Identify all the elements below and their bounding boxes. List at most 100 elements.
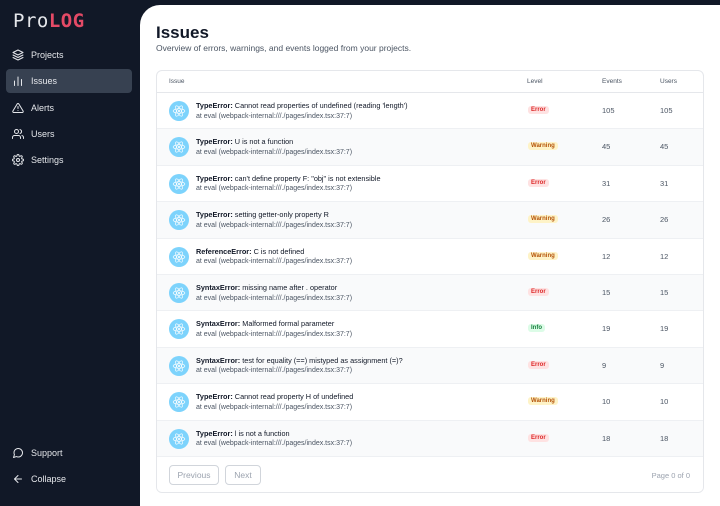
error-type: TypeError: bbox=[196, 101, 233, 110]
react-icon bbox=[169, 137, 189, 158]
error-text: U is not a function bbox=[234, 137, 294, 147]
users-count: 18 bbox=[660, 433, 669, 443]
alert-triangle-icon bbox=[12, 102, 24, 113]
table-row[interactable]: TypeError: Cannot read property H of und… bbox=[157, 384, 703, 421]
sidebar-bottom-nav: Support Collapse bbox=[6, 441, 132, 494]
table-row[interactable]: TypeError: can't define property F: "obj… bbox=[157, 166, 703, 203]
error-text: Malformed formal parameter bbox=[242, 319, 335, 329]
issue-location: at eval (webpack-internal:///./pages/ind… bbox=[196, 330, 353, 338]
events-count: 15 bbox=[602, 288, 611, 297]
react-icon bbox=[169, 355, 189, 376]
error-type: TypeError: bbox=[196, 392, 233, 402]
error-text: Cannot read properties of undefined (rea… bbox=[234, 101, 408, 110]
table-row[interactable]: TypeError: Cannot read properties of und… bbox=[157, 93, 703, 130]
issue-location: at eval (webpack-internal:///./pages/ind… bbox=[196, 148, 353, 156]
react-icon bbox=[169, 101, 189, 121]
issue-location: at eval (webpack-internal:///./pages/ind… bbox=[196, 403, 353, 411]
issue-location: at eval (webpack-internal:///./pages/ind… bbox=[196, 185, 353, 193]
sidebar-item-label: Settings bbox=[31, 155, 64, 166]
prolog-logo[interactable]: ProLOG bbox=[13, 10, 85, 34]
bar-chart-icon bbox=[14, 76, 22, 87]
page-subtitle: Overview of errors, warnings, and events… bbox=[156, 43, 412, 53]
error-type: SyntaxError: bbox=[196, 319, 241, 329]
table-row[interactable]: SyntaxError: Malformed formal parameter a… bbox=[157, 311, 703, 348]
react-icon bbox=[169, 392, 189, 413]
sidebar-item-label: Users bbox=[31, 128, 55, 139]
table-row[interactable]: SyntaxError: missing name after . operat… bbox=[157, 275, 703, 312]
page-title: Issues bbox=[156, 23, 209, 42]
events-count: 45 bbox=[602, 142, 611, 152]
page-info: Page 0 of 0 bbox=[651, 471, 690, 480]
table-row[interactable]: TypeError: l is not a function at eval (w… bbox=[157, 420, 703, 457]
error-text: Cannot read property H of undefined bbox=[234, 392, 354, 402]
support-button[interactable]: Support bbox=[6, 441, 132, 465]
main-panel: Issues Overview of errors, warnings, and… bbox=[140, 5, 720, 506]
error-text: test for equality (==) mistyped as assig… bbox=[242, 355, 403, 365]
collapse-button[interactable]: Collapse bbox=[6, 467, 132, 491]
issue-location: at eval (webpack-internal:///./pages/ind… bbox=[196, 221, 353, 229]
error-type: SyntaxError: bbox=[196, 355, 241, 365]
next-button[interactable]: Next bbox=[225, 465, 261, 485]
sidebar-item-alerts[interactable]: Alerts bbox=[6, 96, 132, 120]
sidebar-item-users[interactable]: Users bbox=[6, 122, 132, 146]
react-icon bbox=[169, 283, 189, 303]
users-count: 105 bbox=[660, 106, 673, 115]
error-type: TypeError: bbox=[196, 428, 233, 438]
table-row[interactable]: ReferenceError: C is not defined at eval … bbox=[157, 239, 703, 275]
pagination: Previous Next Page 0 of 0 bbox=[157, 457, 703, 492]
column-header-level: Level bbox=[527, 78, 543, 85]
level-badge: Error bbox=[528, 433, 549, 442]
gear-icon bbox=[12, 154, 24, 167]
table-row[interactable]: SyntaxError: test for equality (==) mist… bbox=[157, 347, 703, 385]
error-text: l is not a function bbox=[234, 428, 290, 438]
events-count: 19 bbox=[602, 324, 611, 334]
level-badge: Error bbox=[528, 178, 549, 187]
sidebar-item-settings[interactable]: Settings bbox=[6, 148, 132, 172]
users-count: 9 bbox=[660, 360, 665, 370]
issue-message: ReferenceError: C is not defined bbox=[196, 247, 304, 256]
issue-location: at eval (webpack-internal:///./pages/ind… bbox=[196, 294, 353, 302]
table-row[interactable]: TypeError: U is not a function at eval (w… bbox=[157, 129, 703, 166]
logo-text-log: LOG bbox=[48, 10, 85, 32]
issue-message: SyntaxError: Malformed formal parameter bbox=[196, 319, 334, 328]
error-type: ReferenceError: bbox=[196, 246, 252, 256]
events-count: 9 bbox=[602, 360, 607, 370]
previous-button[interactable]: Previous bbox=[169, 465, 219, 485]
collapse-label: Collapse bbox=[31, 474, 67, 485]
issue-location: at eval (webpack-internal:///./pages/ind… bbox=[196, 258, 353, 266]
users-count: 15 bbox=[660, 288, 669, 297]
error-text: setting getter-only property R bbox=[234, 210, 329, 220]
table-header: Issue Level Events Users bbox=[157, 71, 703, 93]
chat-bubble-icon bbox=[13, 447, 24, 458]
events-count: 105 bbox=[602, 106, 615, 115]
level-badge: Warning bbox=[528, 142, 558, 151]
level-badge: Error bbox=[528, 106, 549, 114]
sidebar-item-label: Alerts bbox=[31, 102, 55, 113]
table-row[interactable]: TypeError: setting getter-only property … bbox=[157, 202, 703, 239]
sidebar-item-label: Issues bbox=[31, 76, 58, 87]
users-icon bbox=[12, 128, 24, 139]
react-icon bbox=[169, 428, 189, 449]
react-icon bbox=[169, 210, 189, 231]
sidebar-item-issues[interactable]: Issues bbox=[6, 69, 132, 94]
react-icon bbox=[169, 173, 189, 194]
issue-location: at eval (webpack-internal:///./pages/ind… bbox=[196, 112, 353, 120]
level-badge: Info bbox=[528, 324, 545, 333]
issue-message: TypeError: l is not a function bbox=[196, 429, 290, 438]
users-count: 45 bbox=[660, 142, 669, 152]
issue-message: SyntaxError: test for equality (==) mist… bbox=[196, 356, 403, 365]
sidebar-item-projects[interactable]: Projects bbox=[6, 43, 132, 67]
level-badge: Warning bbox=[528, 397, 558, 406]
sidebar-nav: Projects Issues Alerts Users Settings bbox=[6, 43, 132, 174]
issue-message: TypeError: Cannot read properties of und… bbox=[196, 101, 408, 110]
sidebar: ProLOG Projects Issues Alerts Users Sett… bbox=[0, 0, 140, 506]
sidebar-item-label: Projects bbox=[31, 50, 64, 60]
events-count: 18 bbox=[602, 433, 611, 443]
events-count: 26 bbox=[602, 215, 611, 225]
events-count: 12 bbox=[602, 251, 611, 261]
issue-location: at eval (webpack-internal:///./pages/ind… bbox=[196, 440, 353, 448]
issue-message: TypeError: Cannot read property H of und… bbox=[196, 392, 353, 401]
react-icon bbox=[169, 319, 189, 340]
issue-location: at eval (webpack-internal:///./pages/ind… bbox=[196, 367, 353, 375]
error-text: C is not defined bbox=[253, 246, 305, 256]
